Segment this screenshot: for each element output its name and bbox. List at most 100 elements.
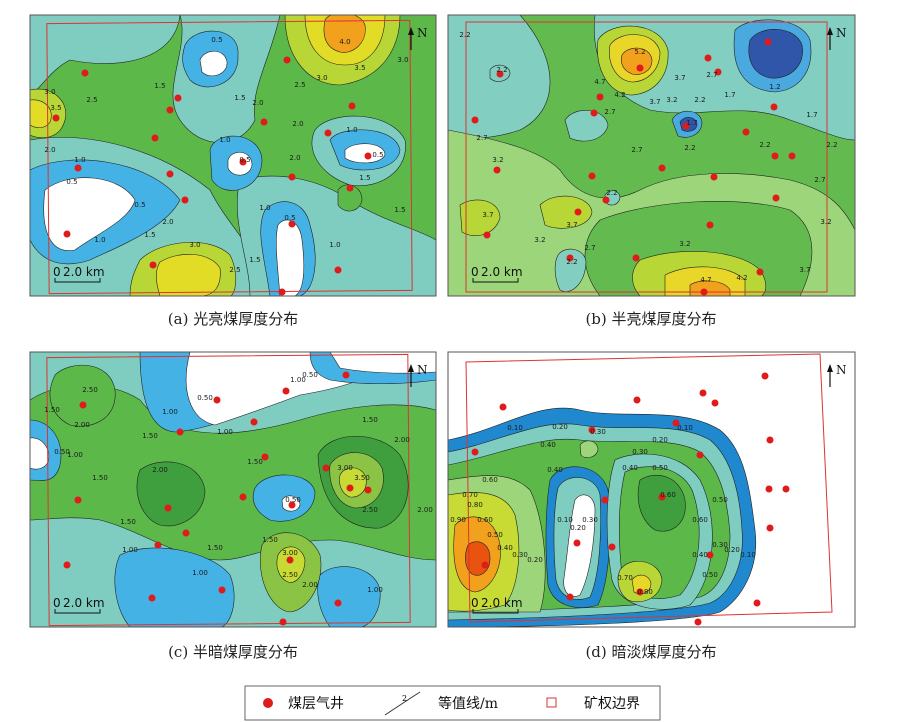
contour-label: 0.5 xyxy=(211,36,222,44)
contour-label: 2.50 xyxy=(282,571,298,579)
contour-label: 2.0 xyxy=(44,146,55,154)
well xyxy=(218,586,226,594)
well xyxy=(771,152,779,160)
contour-label: 3.2 xyxy=(679,240,690,248)
well xyxy=(706,221,714,229)
contour-label: 3.0 xyxy=(397,56,408,64)
contour-label: 0.60 xyxy=(692,516,708,524)
well xyxy=(632,254,640,262)
contour-label: 0.60 xyxy=(482,476,498,484)
contour-label: 0.20 xyxy=(724,546,740,554)
legend xyxy=(244,685,661,721)
contour-label: 1.0 xyxy=(346,126,357,134)
well xyxy=(279,618,287,626)
boundary xyxy=(465,353,833,623)
contour-label: 3.7 xyxy=(482,211,493,219)
contour-label: 3.5 xyxy=(354,64,365,72)
scale-label: 2.0 km xyxy=(481,265,523,279)
contour-label: 0.40 xyxy=(622,464,638,472)
well xyxy=(596,93,604,101)
contour-label: 0.10 xyxy=(740,551,756,559)
well xyxy=(346,484,354,492)
scale-zero: 0 xyxy=(53,265,61,279)
well xyxy=(682,122,690,130)
contour-label: 2.5 xyxy=(294,81,305,89)
contour-label: 0.70 xyxy=(462,491,478,499)
contour-label: 3.7 xyxy=(649,98,660,106)
contour-label: 1.50 xyxy=(44,406,60,414)
well xyxy=(164,504,172,512)
well xyxy=(714,68,722,76)
contour-label: 1.50 xyxy=(207,544,223,552)
contour-label: 0.20 xyxy=(552,423,568,431)
contour-label: 0.30 xyxy=(582,516,598,524)
contour-label: 0.10 xyxy=(677,424,693,432)
contour-label: 2.2 xyxy=(496,66,507,74)
contour-label: 4.0 xyxy=(339,38,350,46)
well xyxy=(471,116,479,124)
well xyxy=(364,152,372,160)
contour-label: 0.10 xyxy=(507,424,523,432)
contour-label: 0.20 xyxy=(527,556,543,564)
scale-bar xyxy=(54,609,101,614)
well xyxy=(81,69,89,77)
legend-well-symbol xyxy=(263,698,273,708)
well xyxy=(566,254,574,262)
contour-label: 0.5 xyxy=(134,201,145,209)
contour-label: 3.7 xyxy=(566,221,577,229)
contour-label: 2.2 xyxy=(759,141,770,149)
contour-label: 0.50 xyxy=(487,531,503,539)
contour-label: 1.7 xyxy=(806,111,817,119)
north-arrow-head xyxy=(827,364,833,372)
well xyxy=(765,485,773,493)
contour-label: 2.00 xyxy=(394,436,410,444)
contour-label: 0.30 xyxy=(712,541,728,549)
contour-label: 1.00 xyxy=(367,586,383,594)
well xyxy=(636,588,644,596)
contour-label: 1.50 xyxy=(262,536,278,544)
frame xyxy=(447,351,856,628)
map-b xyxy=(448,15,855,296)
contour-label: 0.60 xyxy=(660,491,676,499)
contour-label: 0.80 xyxy=(637,588,653,596)
well xyxy=(782,485,790,493)
well xyxy=(288,173,296,181)
well xyxy=(334,266,342,274)
contour-label: 1.5 xyxy=(234,94,245,102)
contour-label: 2.7 xyxy=(814,176,825,184)
well xyxy=(706,551,714,559)
contour-label: 1.5 xyxy=(144,231,155,239)
contour-label: 1.50 xyxy=(142,432,158,440)
well xyxy=(633,396,641,404)
well xyxy=(573,539,581,547)
contour-label: 2.50 xyxy=(82,386,98,394)
well xyxy=(334,599,342,607)
well xyxy=(149,261,157,269)
scale-zero: 0 xyxy=(471,596,479,610)
well xyxy=(52,114,60,122)
well xyxy=(176,428,184,436)
contour-label: 2.2 xyxy=(694,96,705,104)
contour-label: 3.0 xyxy=(44,88,55,96)
contour-label: 3.2 xyxy=(492,156,503,164)
contour-label: 1.0 xyxy=(219,136,230,144)
north-label: N xyxy=(836,363,847,377)
well xyxy=(704,54,712,62)
contour-label: 2.2 xyxy=(684,144,695,152)
contour-label: 3.7 xyxy=(799,266,810,274)
frame xyxy=(29,351,437,628)
contour-label: 0.30 xyxy=(632,448,648,456)
well xyxy=(672,419,680,427)
frame xyxy=(447,14,856,297)
well xyxy=(636,64,644,72)
well xyxy=(761,372,769,380)
contour-label: 2.7 xyxy=(631,146,642,154)
contour-label: 1.5 xyxy=(359,174,370,182)
contour-label: 2.00 xyxy=(74,421,90,429)
legend-contour-symbol xyxy=(384,691,421,716)
scale-label: 2.0 km xyxy=(481,596,523,610)
well xyxy=(261,453,269,461)
contour-label: 2.7 xyxy=(584,244,595,252)
